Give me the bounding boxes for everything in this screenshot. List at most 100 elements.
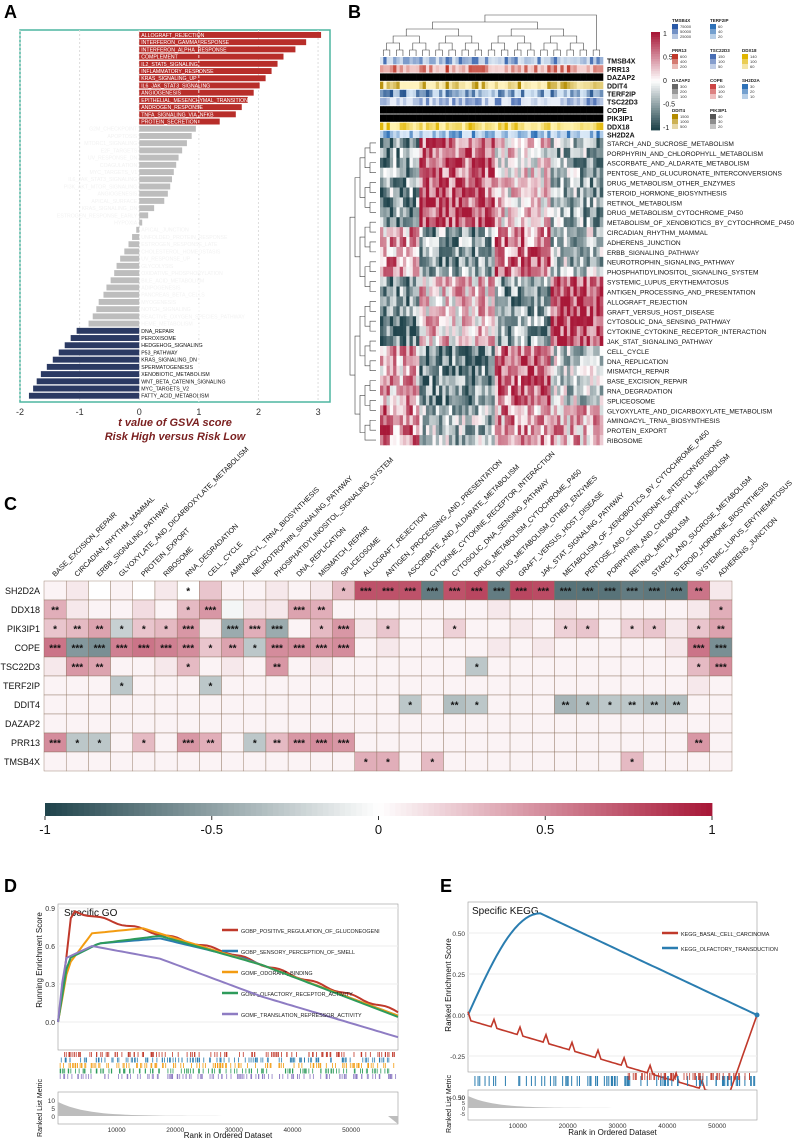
heatmap-cell (550, 375, 555, 386)
significance-star: ** (273, 663, 281, 674)
annotation-cell (393, 65, 397, 73)
heatmap-cell (501, 296, 505, 307)
heatmap-cell (481, 326, 486, 337)
heatmap-cell (432, 385, 437, 396)
heatmap-cell (425, 435, 430, 446)
significance-star: * (564, 625, 568, 636)
heatmap-cell (445, 425, 450, 436)
heatmap-cell (422, 326, 427, 337)
heatmap-cell (429, 435, 433, 446)
annotation-cell (524, 130, 528, 139)
row-label: PRR13 (11, 738, 40, 748)
dendrogram-branch (359, 315, 365, 357)
heatmap-cell (566, 197, 571, 208)
dendrogram-branch (382, 49, 391, 56)
heatmap-cell (583, 375, 587, 386)
annotation-cell (432, 65, 437, 73)
heatmap-cell (419, 256, 423, 268)
heatmap-cell (386, 237, 391, 248)
annotation-cell (589, 81, 594, 89)
heatmap-cell (557, 375, 561, 386)
heatmap-cell (596, 246, 601, 258)
heatmap-cell (514, 187, 519, 198)
heatmap-cell (409, 326, 414, 337)
legend-title: DDIT4 (672, 108, 685, 113)
heatmap-cell (448, 365, 453, 376)
heatmap-cell (455, 157, 460, 169)
heatmap-cell (511, 147, 515, 159)
heatmap-cell (537, 256, 541, 268)
heatmap-cell (537, 306, 541, 317)
correlation-cell (509, 713, 533, 734)
heatmap-cell (439, 385, 443, 396)
annotation-cell (580, 89, 584, 98)
heatmap-cell (432, 237, 437, 248)
annotation-cell (514, 114, 519, 122)
heatmap-cell (583, 177, 587, 188)
heatmap-cell (448, 207, 453, 218)
heatmap-cell (501, 355, 505, 367)
heatmap-cell (491, 138, 496, 149)
annotation-cell (383, 73, 387, 81)
legend-tick: 60 (750, 64, 755, 69)
correlation-cell (620, 656, 644, 677)
heatmap-cell (501, 405, 505, 416)
heatmap-cell (439, 237, 443, 248)
heatmap-cell (566, 276, 571, 287)
colorbar-segment (350, 803, 357, 816)
heatmap-cell (484, 157, 489, 169)
dendrogram-branch (540, 49, 548, 56)
heatmap-cell (583, 256, 587, 268)
annotation-cell (484, 130, 489, 139)
heatmap-cell (543, 316, 548, 327)
heatmap-cell (596, 207, 601, 218)
correlation-cell (221, 751, 244, 772)
heatmap-cell (448, 227, 453, 238)
heatmap-cell (419, 355, 423, 367)
heatmap-cell (557, 217, 561, 228)
heatmap-cell (471, 355, 476, 367)
heatmap-cell (527, 415, 532, 426)
heatmap-cell (435, 345, 440, 357)
heatmap-cell (504, 207, 509, 218)
heatmap-cell (494, 256, 499, 268)
correlation-cell (532, 637, 555, 658)
heatmap-cell (491, 395, 496, 406)
heatmap-cell (383, 237, 387, 248)
heatmap-cell (553, 197, 558, 208)
annotation-cell (557, 130, 561, 139)
heatmap-cell (458, 345, 463, 357)
annotation-cell (399, 89, 404, 98)
correlation-cell (65, 694, 89, 715)
dendrogram-branch (369, 301, 376, 312)
heatmap-cell (439, 138, 443, 149)
heatmap-cell (435, 405, 440, 416)
annotation-cell (445, 73, 450, 81)
annotation-cell (540, 57, 545, 65)
heatmap-cell (475, 425, 479, 436)
legend-swatch (710, 84, 716, 89)
heatmap-cell (573, 177, 578, 188)
colorbar-tick: -0.5 (663, 102, 675, 109)
heatmap-cell (550, 316, 555, 327)
heatmap-cell (425, 237, 430, 248)
correlation-cell (88, 675, 111, 696)
heatmap-cell (399, 138, 404, 149)
significance-star: * (120, 682, 124, 693)
heatmap-cell (557, 167, 561, 178)
heatmap-cell (442, 336, 446, 347)
correlation-cell (132, 656, 156, 677)
annotation-cell (593, 98, 597, 106)
heatmap-cell (534, 375, 538, 386)
heatmap-cell (527, 425, 532, 436)
heatmap-cell (393, 266, 397, 277)
legend-title: PRR13 (672, 48, 687, 53)
heatmap-cell (573, 227, 578, 238)
heatmap-cell (543, 385, 548, 396)
annotation-cell (393, 98, 397, 106)
annotation-cell (576, 73, 581, 81)
heatmap-cell (416, 237, 420, 248)
heatmap-cell (442, 425, 446, 436)
heatmap-cell (442, 345, 446, 357)
heatmap-cell (494, 385, 499, 396)
